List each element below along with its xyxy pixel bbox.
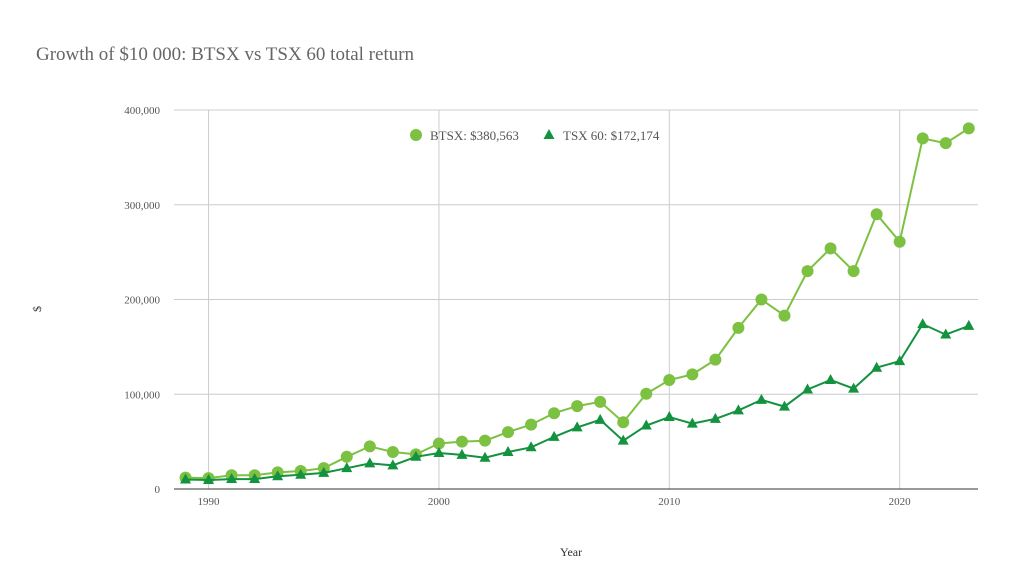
data-point [548, 430, 560, 441]
data-point [917, 318, 929, 329]
data-point [802, 383, 814, 394]
legend-marker [543, 129, 555, 139]
data-point [249, 473, 261, 484]
data-point [433, 446, 445, 457]
legend: BTSX: $380,563 TSX 60: $172,174 [410, 128, 660, 143]
data-point [525, 441, 537, 452]
data-point [801, 265, 814, 278]
data-point [847, 265, 860, 278]
data-point [410, 450, 422, 461]
data-point [617, 434, 629, 445]
data-point [663, 410, 675, 421]
legend-marker [410, 129, 422, 141]
x-axis-ticks: 1990 2000 2010 2020 [198, 496, 912, 508]
data-point [272, 470, 284, 481]
data-point [871, 361, 883, 372]
data-point [387, 459, 399, 470]
legend-label: TSX 60: $172,174 [563, 128, 660, 143]
data-point [479, 451, 491, 462]
data-point [479, 434, 492, 447]
data-point [732, 321, 745, 334]
legend-label: BTSX: $380,563 [430, 128, 519, 143]
y-tick-label: 100,000 [124, 389, 160, 401]
x-axis-label: Year [560, 545, 583, 559]
data-point [686, 368, 699, 381]
data-point [502, 426, 515, 439]
data-point [894, 355, 906, 366]
data-point [824, 242, 837, 255]
data-point [778, 309, 791, 322]
data-point [295, 468, 307, 479]
y-tick-label: 200,000 [124, 295, 160, 307]
chart-title: Growth of $10 000: BTSX vs TSX 60 total … [36, 44, 415, 65]
data-point [525, 418, 538, 431]
data-point [571, 421, 583, 432]
data-point [893, 235, 906, 248]
data-point [203, 473, 215, 484]
data-point [732, 404, 744, 415]
y-tick-label: 300,000 [124, 200, 160, 212]
data-point [963, 319, 975, 330]
data-point [617, 416, 630, 429]
data-point [755, 393, 767, 404]
data-point [180, 473, 192, 484]
data-point [870, 208, 883, 221]
data-point [939, 137, 952, 150]
data-point [848, 382, 860, 393]
data-point [663, 374, 676, 387]
y-tick-label: 0 [155, 484, 161, 496]
data-point [755, 293, 768, 306]
data-point [340, 450, 353, 463]
data-point [825, 374, 837, 385]
data-point [386, 446, 399, 459]
x-tick-label: 2020 [889, 496, 912, 508]
data-point [640, 387, 653, 400]
data-point [364, 457, 376, 468]
gridlines [174, 109, 978, 490]
data-point [571, 400, 584, 413]
y-tick-label: 400,000 [124, 105, 160, 117]
data-point [341, 462, 353, 473]
data-point [940, 328, 952, 339]
data-point [226, 473, 238, 484]
data-point [363, 440, 376, 453]
data-point [456, 448, 468, 459]
data-point [502, 446, 514, 457]
data-point [640, 419, 652, 430]
data-point [594, 395, 607, 408]
x-tick-label: 2000 [428, 496, 451, 508]
data-point [709, 353, 722, 366]
series-1 [180, 318, 975, 484]
data-point [686, 417, 698, 428]
data-point [709, 412, 721, 423]
data-point [455, 435, 468, 448]
y-axis-ticks: 0 100,000 200,000 300,000 400,000 [124, 105, 160, 496]
data-point [778, 400, 790, 411]
series-group [179, 122, 975, 485]
data-point [916, 132, 929, 145]
data-point [594, 413, 606, 424]
x-tick-label: 1990 [198, 496, 221, 508]
data-point [962, 122, 975, 135]
data-point [432, 437, 445, 450]
x-tick-label: 2010 [658, 496, 681, 508]
data-point [548, 407, 561, 420]
data-point [318, 466, 330, 477]
